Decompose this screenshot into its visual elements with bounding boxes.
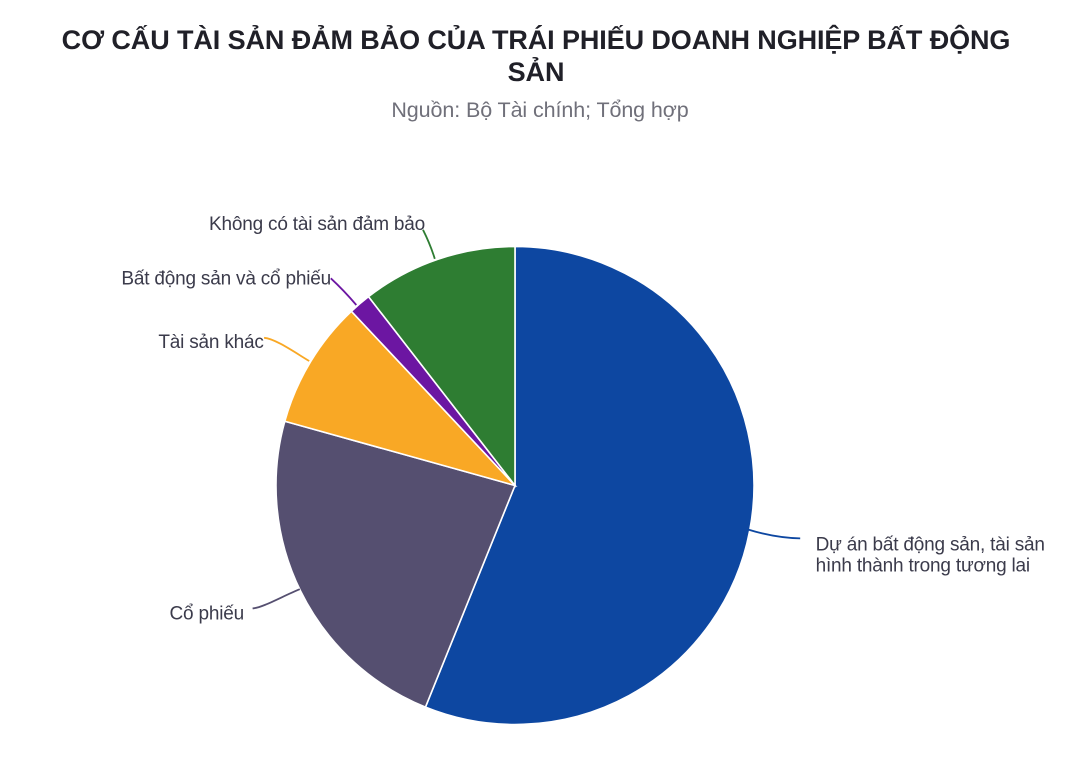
svg-text:Bất động sản và cổ phiếu: Bất động sản và cổ phiếu xyxy=(121,269,331,290)
svg-text:Không có tài sản đảm bảo: Không có tài sản đảm bảo xyxy=(209,214,425,235)
svg-text:Dự án bất động sản, tài sản: Dự án bất động sản, tài sản xyxy=(816,535,1045,556)
svg-text:hình thành trong tương lai: hình thành trong tương lai xyxy=(816,556,1030,577)
svg-text:Cổ phiếu: Cổ phiếu xyxy=(170,604,244,625)
svg-text:Tài sản khác: Tài sản khác xyxy=(158,332,263,353)
